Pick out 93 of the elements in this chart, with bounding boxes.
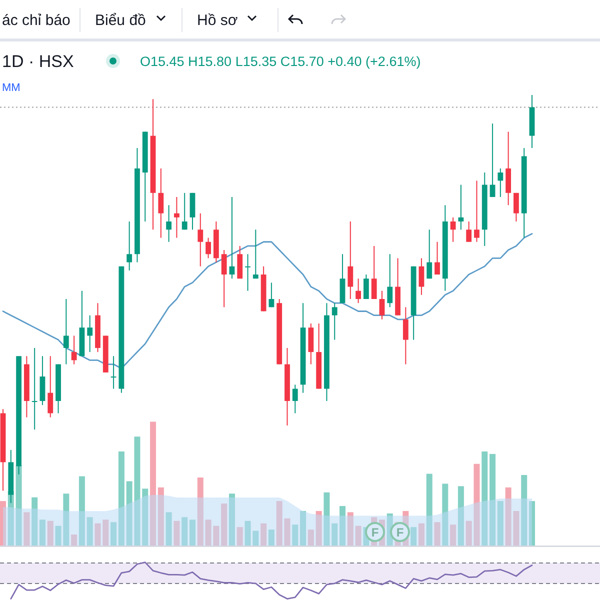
bar xyxy=(24,512,30,546)
annotation: F xyxy=(396,526,404,540)
candlestick xyxy=(268,282,274,308)
bar xyxy=(410,527,417,546)
candlestick xyxy=(348,220,354,300)
bar xyxy=(340,506,346,546)
text: ác chỉ báo xyxy=(2,12,70,29)
chart-title: 1D · HSX xyxy=(2,52,74,71)
bar xyxy=(94,523,101,546)
bar xyxy=(521,475,528,546)
bar xyxy=(0,501,6,546)
candlestick xyxy=(514,192,519,222)
bar xyxy=(150,422,156,546)
bar xyxy=(332,523,338,546)
bar xyxy=(142,488,148,546)
bar xyxy=(418,523,424,546)
candlestick xyxy=(418,258,424,296)
bar xyxy=(166,512,172,546)
bar xyxy=(32,497,38,546)
candlestick xyxy=(87,314,93,353)
candlestick xyxy=(245,254,250,292)
bar xyxy=(497,501,504,546)
bar xyxy=(260,523,267,546)
text: Hồ sơ xyxy=(197,12,238,29)
candlestick xyxy=(126,220,132,271)
candlestick xyxy=(363,274,369,300)
candlestick xyxy=(221,250,227,308)
bar xyxy=(324,492,330,546)
candlestick xyxy=(387,254,393,308)
candlestick xyxy=(450,216,456,242)
bar xyxy=(71,534,78,546)
bar xyxy=(39,520,46,546)
candlestick xyxy=(252,229,258,280)
bar xyxy=(347,512,354,546)
bar xyxy=(292,524,298,546)
bar xyxy=(174,520,180,546)
bar xyxy=(110,522,117,546)
candlestick xyxy=(434,241,440,276)
bar xyxy=(268,530,274,546)
candlestick xyxy=(63,298,69,365)
bar xyxy=(189,520,196,546)
bar xyxy=(118,451,124,546)
candlestick xyxy=(498,168,504,198)
bar xyxy=(300,510,306,546)
candlestick xyxy=(402,306,408,365)
candlestick xyxy=(229,196,235,280)
candlestick xyxy=(292,384,298,414)
bar xyxy=(316,510,322,546)
candlestick xyxy=(110,356,116,390)
text: Biểu đồ xyxy=(95,12,146,29)
bar xyxy=(458,486,464,546)
bar xyxy=(442,484,448,546)
bar xyxy=(78,476,85,546)
bar xyxy=(221,504,228,546)
candlestick xyxy=(166,204,172,242)
letter-badge-icon: F xyxy=(390,522,410,542)
candlestick xyxy=(48,356,54,418)
bar xyxy=(482,451,488,546)
bar xyxy=(529,501,535,546)
letter-badge-icon: F xyxy=(365,522,385,542)
candlestick xyxy=(332,302,338,340)
bar xyxy=(47,520,54,546)
bar xyxy=(426,474,432,546)
candlestick xyxy=(206,237,211,259)
bar xyxy=(236,527,243,546)
candlestick xyxy=(490,123,496,198)
candlestick xyxy=(371,245,377,300)
candlestick xyxy=(32,347,38,430)
bar xyxy=(197,478,204,546)
candlestick xyxy=(379,290,385,320)
bar xyxy=(434,522,440,546)
candlestick xyxy=(71,335,77,365)
chart-subtitle: O15.45 H15.80 L15.35 C15.70 +0.40 (+2.61%) xyxy=(140,54,421,69)
candlestick xyxy=(174,196,180,238)
annotation: F xyxy=(371,526,379,540)
candlestick xyxy=(466,220,472,242)
candlestick xyxy=(182,192,188,230)
candlestick xyxy=(198,212,204,267)
bar xyxy=(355,526,362,546)
candlestick xyxy=(458,184,464,230)
text: MM xyxy=(2,82,20,94)
candlestick xyxy=(158,168,164,238)
candlestick xyxy=(426,229,432,280)
bar xyxy=(182,517,188,546)
bar xyxy=(490,454,496,546)
bar xyxy=(450,524,456,546)
bar xyxy=(158,487,164,546)
bar xyxy=(308,530,314,546)
bar xyxy=(86,517,93,546)
bar xyxy=(102,520,109,546)
bar xyxy=(228,494,235,546)
candlestick xyxy=(474,180,480,242)
candlestick xyxy=(356,278,361,304)
